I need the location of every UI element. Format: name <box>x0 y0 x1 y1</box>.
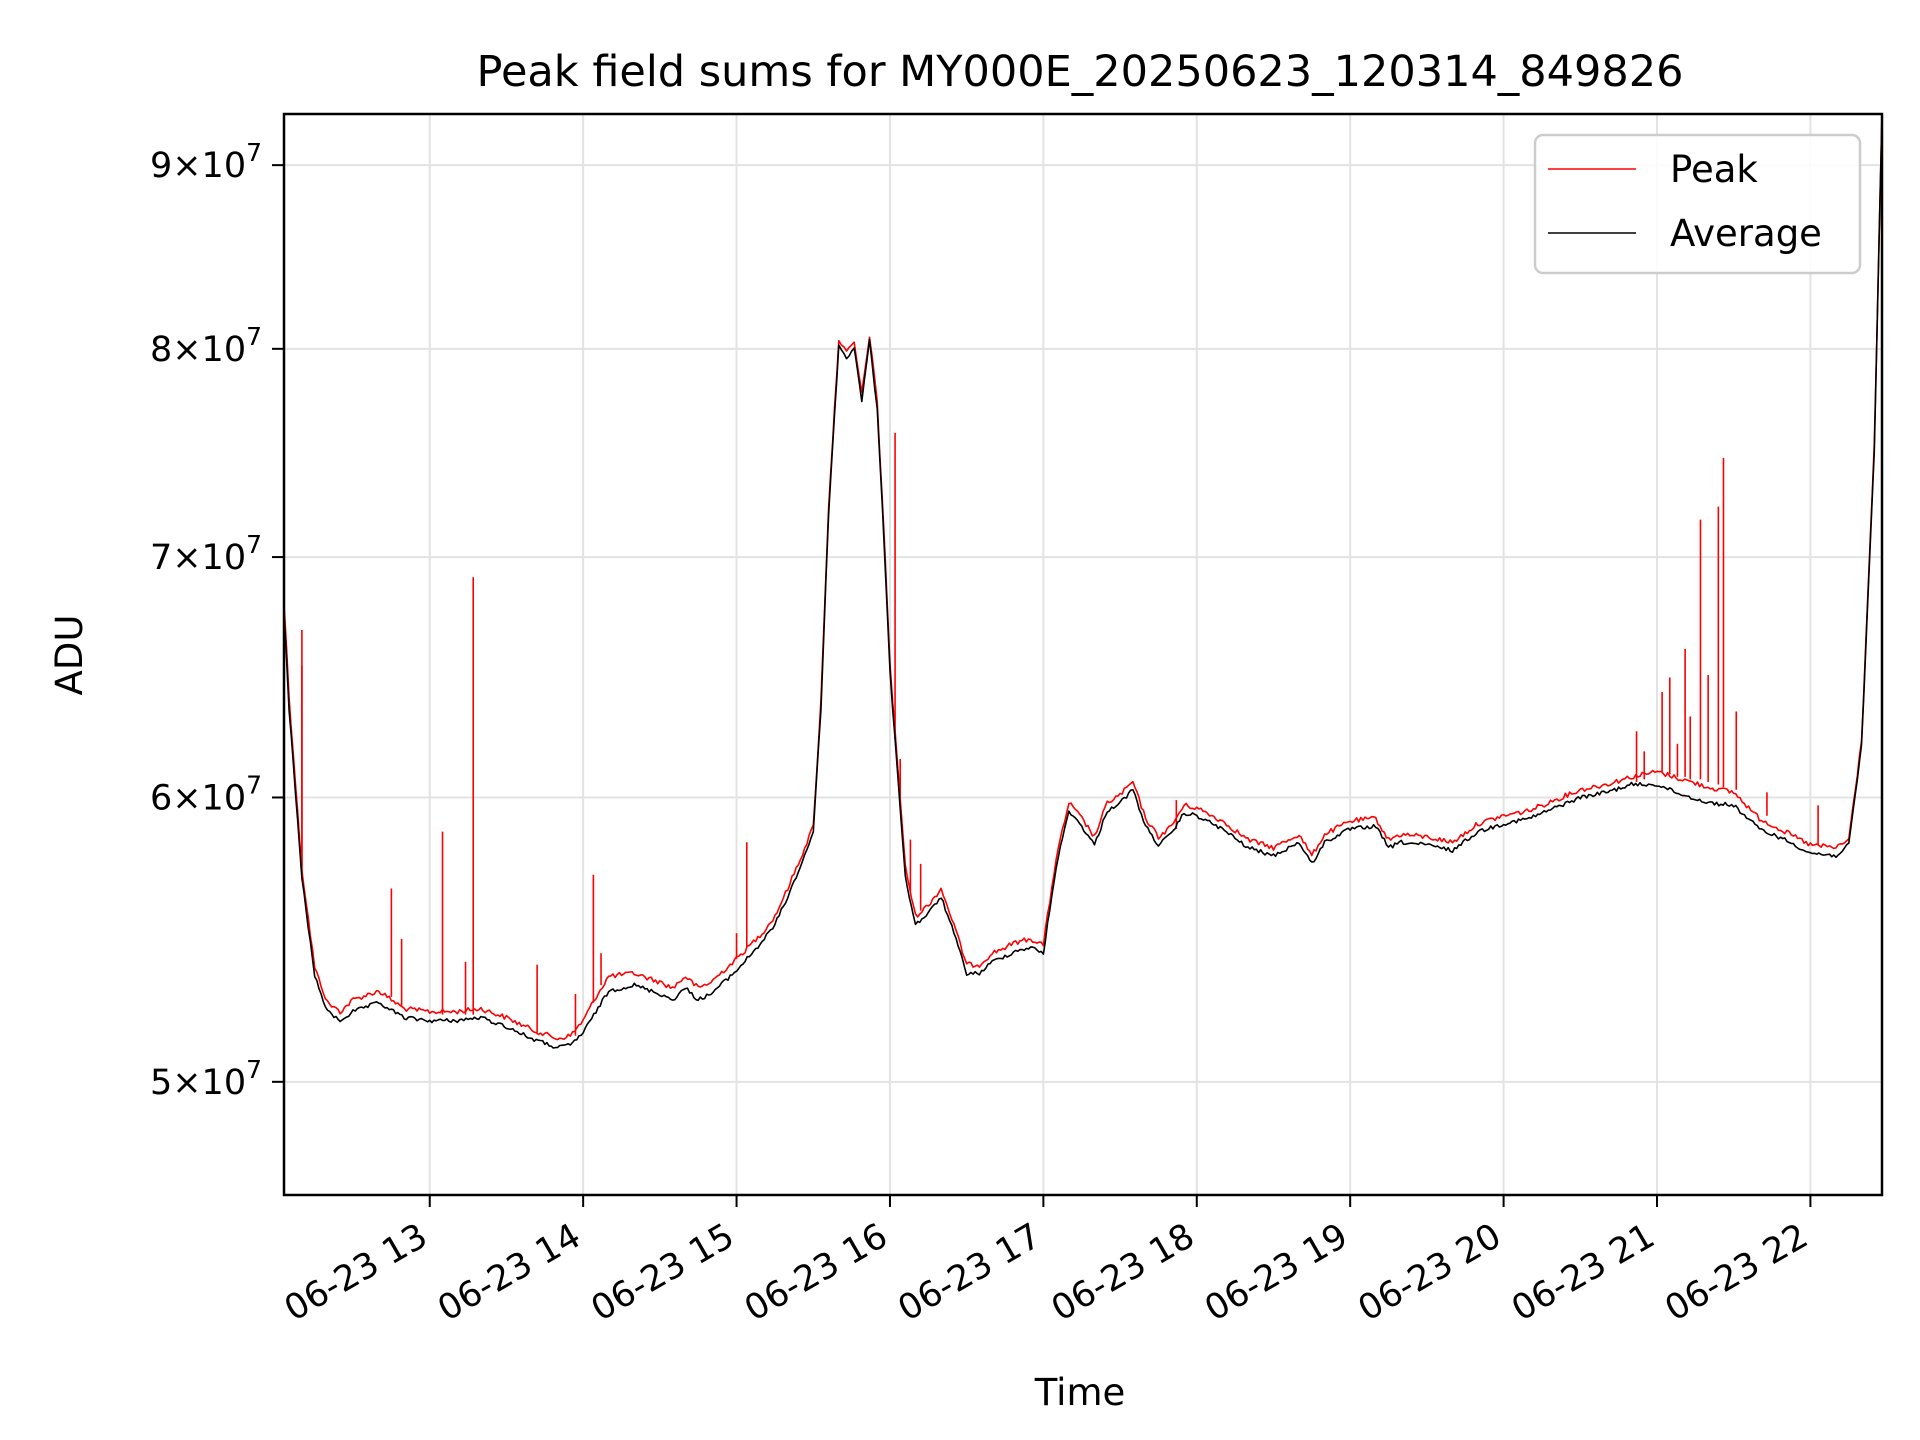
series-line-peak <box>284 114 1882 1041</box>
y-tick-label: 6×107 <box>150 770 262 818</box>
series-line-average <box>284 114 1882 1049</box>
legend-label-peak: Peak <box>1670 148 1758 191</box>
x-axis-label: Time <box>1034 1371 1126 1414</box>
y-axis: 5×107 6×107 7×107 8×107 9×107 <box>150 138 284 1103</box>
legend: Peak Average <box>1533 133 1862 275</box>
y-axis-label: ADU <box>48 615 91 696</box>
y-tick-label: 5×107 <box>150 1055 262 1103</box>
plot-area <box>284 114 1882 1049</box>
legend-label-average: Average <box>1670 212 1822 255</box>
grid-lines <box>284 114 1882 1195</box>
chart-title: Peak field sums for MY000E_20250623_1203… <box>477 47 1684 97</box>
y-tick-label: 7×107 <box>150 530 262 578</box>
plot-frame <box>282 112 1884 1197</box>
y-tick-label: 8×107 <box>150 322 262 370</box>
y-tick-label: 9×107 <box>150 138 262 186</box>
series-group <box>284 114 1882 1049</box>
